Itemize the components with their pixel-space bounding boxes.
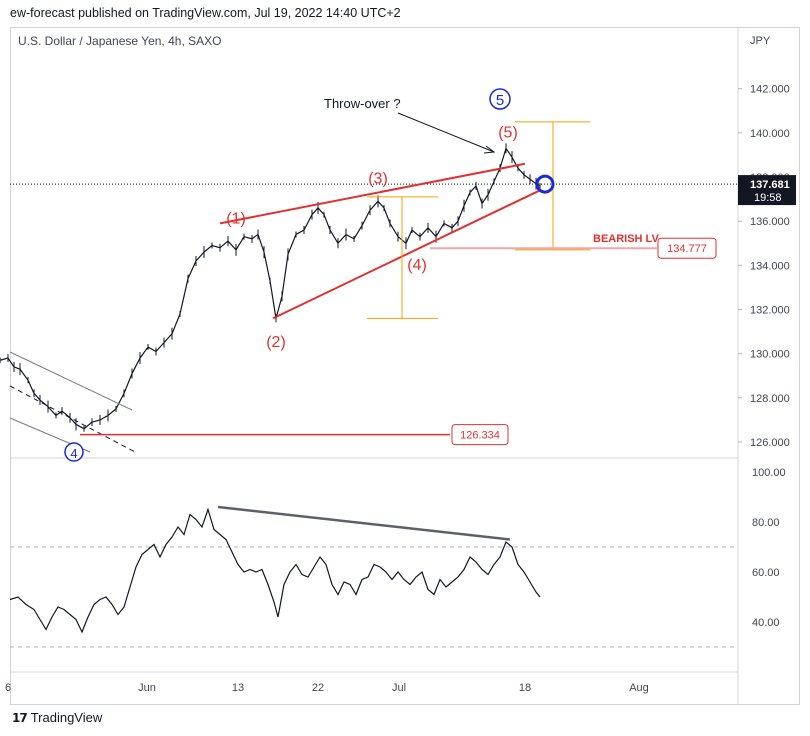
publish-info: ew-forecast published on TradingView.com… <box>10 6 401 20</box>
throw-over-arrow <box>397 112 495 153</box>
price-tick-label: 132.000 <box>750 305 790 317</box>
bearish-label: BEARISH LV. <box>593 233 661 245</box>
price-tick-label: 134.000 <box>750 260 790 272</box>
price-tick-label: 142.000 <box>750 84 790 96</box>
time-tick-label: 13 <box>232 682 244 694</box>
throw-over-label: Throw-over ? <box>324 96 401 111</box>
price-line <box>0 146 541 430</box>
time-tick-label: 6 <box>5 682 11 694</box>
branding: 𝟭𝟳 TradingView <box>12 710 102 725</box>
wave-4-circle <box>64 442 84 462</box>
price-tick-label: 126.000 <box>750 437 790 449</box>
time-tick-label: Jun <box>138 682 156 694</box>
chart-frame <box>10 27 800 705</box>
wave-label: (5) <box>498 124 518 141</box>
brand-name: TradingView <box>30 710 103 725</box>
rsi-line <box>9 507 541 634</box>
current-price-badge <box>738 175 796 206</box>
wave-label: (1) <box>226 210 246 227</box>
time-tick-label: 22 <box>312 682 324 694</box>
wave-5-circle <box>489 88 511 110</box>
price-tick-label: 128.000 <box>750 393 790 405</box>
wave-label: (3) <box>368 171 388 188</box>
bearish-level-badge <box>657 237 717 259</box>
wedge-lower-line <box>272 189 541 320</box>
price-tick-label: 136.000 <box>750 216 790 228</box>
target-circle <box>535 174 555 194</box>
support-level-badge <box>451 424 509 446</box>
time-tick-label: Jul <box>392 682 406 694</box>
channel-upper-line <box>9 351 133 411</box>
wave-5-label: 5 <box>496 92 504 109</box>
countdown-label: 19:58 <box>754 192 782 204</box>
wave-4-label: 4 <box>70 446 77 461</box>
tradingview-logo-icon: 𝟭𝟳 <box>12 710 28 725</box>
rsi-tick-label: 60.00 <box>752 567 780 579</box>
rsi-tick-label: 80.00 <box>752 517 780 529</box>
rsi-tick-label: 100.00 <box>752 467 786 479</box>
rsi-tick-label: 40.00 <box>752 617 780 629</box>
wave-label: (2) <box>266 334 286 351</box>
throw-over-arrowhead <box>483 145 496 154</box>
price-tick-label: 130.000 <box>750 349 790 361</box>
channel-mid-line <box>9 385 136 453</box>
symbol-title: U.S. Dollar / Japanese Yen, 4h, SAXO <box>18 34 222 48</box>
wedge-upper-line <box>219 162 526 225</box>
currency-label: JPY <box>750 35 771 47</box>
bearish-level-value: 134.777 <box>667 243 707 255</box>
time-tick-label: 18 <box>519 682 531 694</box>
rsi-divergence-line <box>217 505 511 541</box>
time-tick-label: Aug <box>629 682 649 694</box>
price-tick-label: 140.000 <box>750 128 790 140</box>
wave-label: (4) <box>407 257 427 274</box>
current-price-label: 137.681 <box>750 179 790 191</box>
support-level-value: 126.334 <box>460 430 500 442</box>
